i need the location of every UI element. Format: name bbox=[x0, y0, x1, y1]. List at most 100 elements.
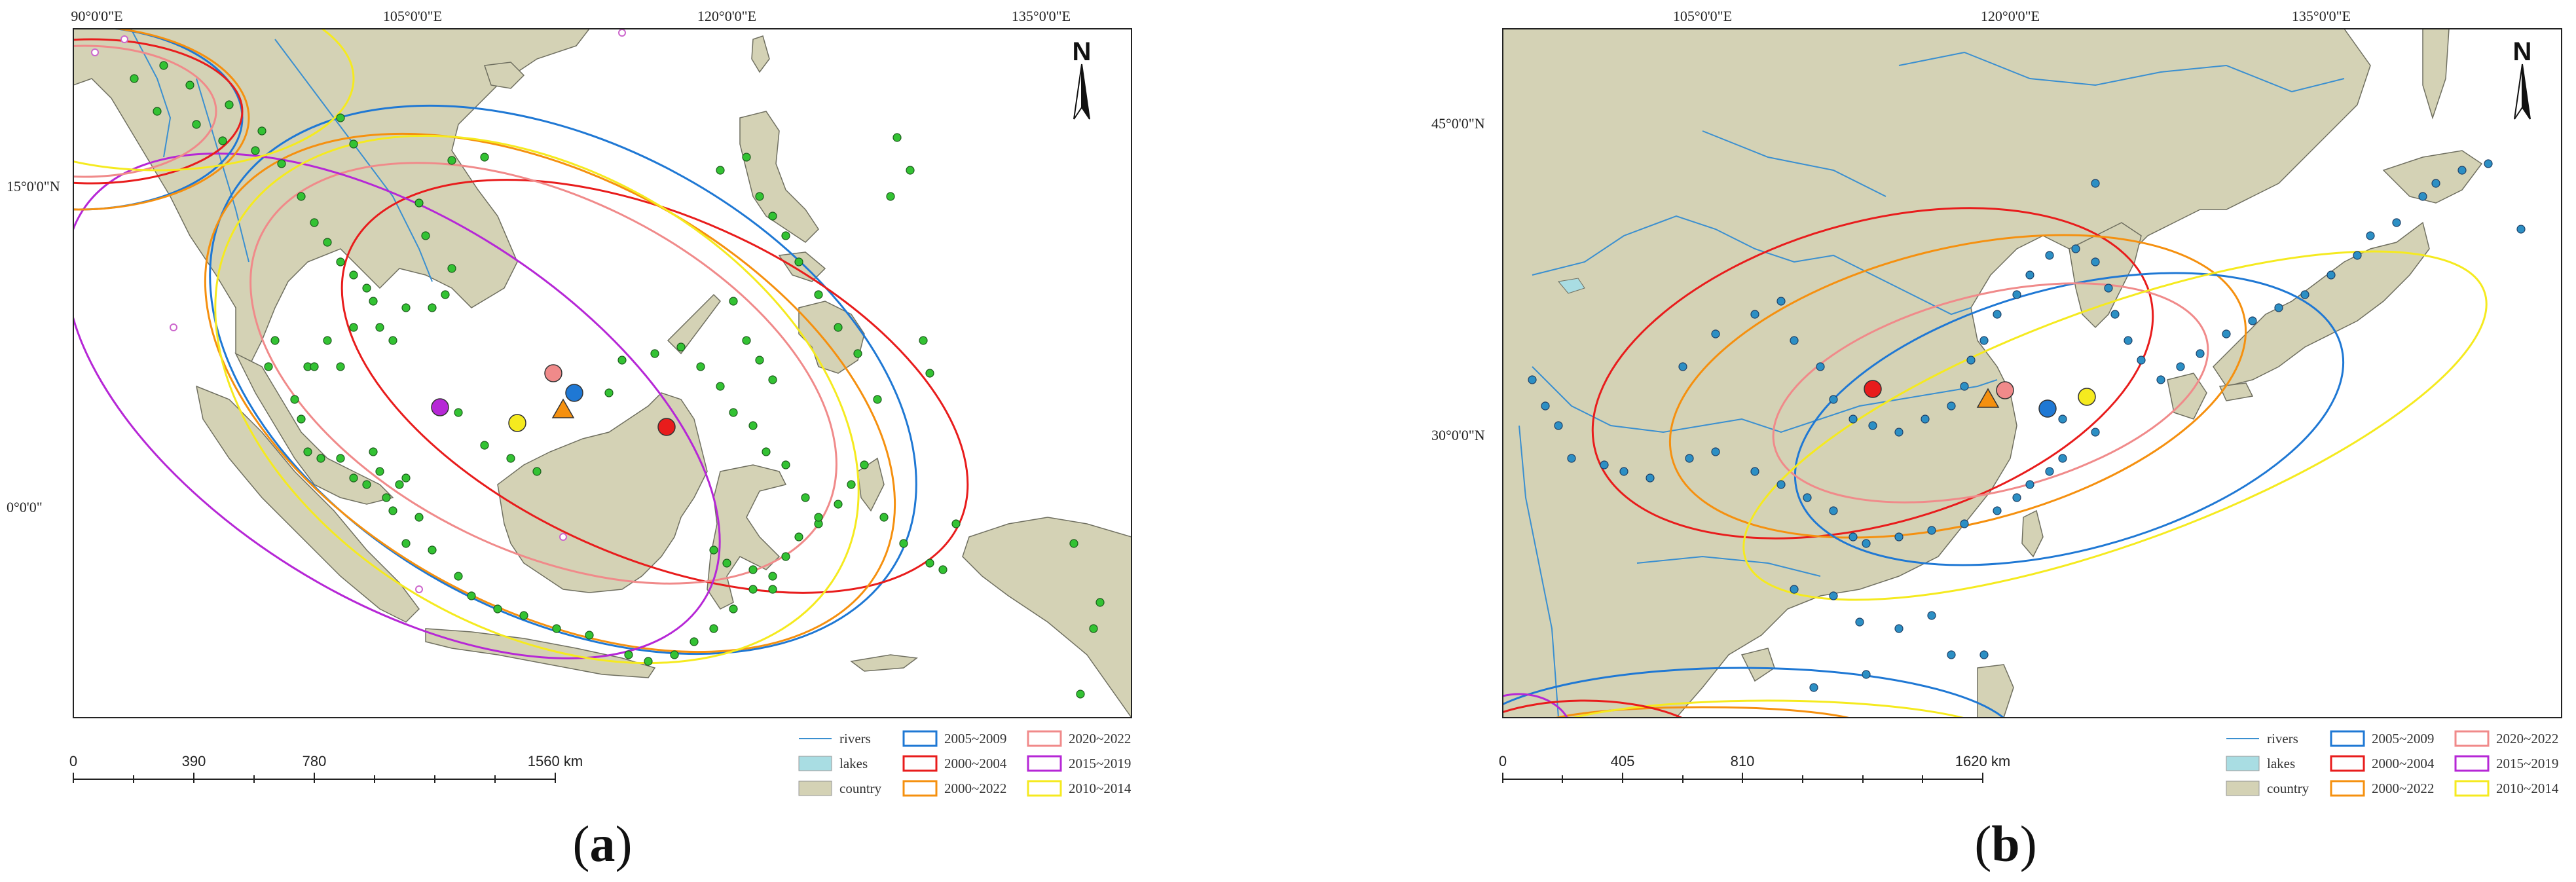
site-dot-a bbox=[768, 211, 777, 221]
site-dot-a bbox=[1095, 598, 1105, 607]
panel-label-b: (b) bbox=[1974, 815, 2036, 872]
land-korea bbox=[2069, 222, 2142, 329]
site-dot-a bbox=[264, 362, 273, 371]
site-dot-a bbox=[130, 74, 139, 83]
site-dot-a-other bbox=[559, 533, 567, 541]
site-dot-b bbox=[2058, 454, 2067, 463]
panel-a: N bbox=[73, 28, 1132, 718]
legend-swatch-3 bbox=[902, 730, 938, 747]
site-dot-a bbox=[421, 231, 430, 240]
site-dot-a bbox=[624, 650, 633, 659]
site-dot-b bbox=[1776, 480, 1786, 489]
site-dot-a bbox=[814, 290, 823, 299]
lake-qinghai bbox=[1558, 278, 1585, 294]
site-dot-b bbox=[1619, 467, 1628, 476]
site-dot-a bbox=[153, 107, 162, 116]
panel-a-tick-labels: 90°0'0"E 105°0'0"E 120°0'0"E 135°0'0"E 1… bbox=[7, 8, 1071, 515]
site-dot-a bbox=[742, 153, 751, 162]
site-dot-a bbox=[310, 218, 319, 227]
legend-label-2: country bbox=[2267, 781, 2309, 796]
land-borneo bbox=[497, 392, 708, 593]
site-dot-a bbox=[395, 480, 404, 489]
land-luzon bbox=[739, 111, 819, 243]
legend-swatch-2 bbox=[798, 781, 832, 796]
panel-b-lakes bbox=[1558, 278, 1585, 294]
centroid-b-2005-2009 bbox=[2038, 399, 2057, 418]
land-taiwan bbox=[751, 35, 770, 73]
land-hainan bbox=[483, 62, 525, 89]
site-dot-b bbox=[1993, 310, 2002, 319]
site-dot-a bbox=[794, 257, 803, 266]
panel-b-sites bbox=[1528, 159, 2526, 692]
legend-swatch-2 bbox=[2226, 781, 2260, 796]
scale-b-label-0: 0 bbox=[1499, 753, 1507, 769]
river-amur bbox=[1898, 51, 2345, 93]
site-dot-a bbox=[925, 369, 934, 378]
lat-tick-a-2: 0°0'0" bbox=[7, 499, 43, 515]
ellipse-west-pink bbox=[73, 45, 217, 178]
site-dot-b bbox=[2300, 290, 2309, 299]
scale-b-label-2: 810 bbox=[1731, 753, 1755, 769]
panel-label-b-open: ( bbox=[1974, 815, 1991, 872]
site-dot-b bbox=[2516, 225, 2526, 234]
legend-swatch-4 bbox=[902, 755, 938, 772]
site-dot-a bbox=[362, 480, 371, 489]
panel-label-a-open: ( bbox=[573, 815, 590, 872]
site-dot-b bbox=[1849, 532, 1858, 542]
site-dot-a bbox=[768, 572, 777, 581]
site-dot-a bbox=[369, 447, 378, 456]
site-dot-b bbox=[2366, 231, 2375, 240]
site-dot-b bbox=[2327, 270, 2336, 280]
lat-tick-a-1: 15°0'0"N bbox=[7, 178, 60, 194]
site-dot-a bbox=[670, 650, 679, 659]
site-dot-a bbox=[716, 382, 725, 391]
site-dot-a bbox=[336, 257, 345, 266]
site-dot-a bbox=[480, 153, 489, 162]
centroid-2015-2019 bbox=[431, 398, 449, 416]
panel-a-ellipses bbox=[73, 29, 969, 665]
site-dot-b bbox=[2457, 166, 2467, 175]
site-dot-b bbox=[1600, 460, 1609, 469]
site-dot-a bbox=[480, 441, 489, 450]
ellipse-b-south-red bbox=[1503, 699, 1684, 718]
site-dot-a bbox=[297, 192, 306, 201]
site-dot-a bbox=[401, 473, 411, 483]
site-dot-a bbox=[447, 264, 456, 273]
land-hokkaido bbox=[2382, 150, 2483, 204]
centroid-2000-2004 bbox=[657, 418, 676, 436]
site-dot-a bbox=[886, 192, 895, 201]
site-dot-b bbox=[1829, 591, 1838, 600]
north-arrow-a: N bbox=[1073, 37, 1091, 120]
site-dot-a bbox=[748, 585, 758, 594]
scale-bar-a: 0 390 780 1560 km bbox=[69, 753, 583, 783]
ellipse-west-yellow bbox=[73, 29, 355, 172]
scale-a-label-1: 390 bbox=[182, 753, 206, 769]
site-dot-a bbox=[742, 336, 751, 345]
legend-label-6: 2020~2022 bbox=[2496, 731, 2558, 746]
svg-text:(a): (a) bbox=[573, 815, 633, 872]
site-dot-a bbox=[729, 604, 738, 614]
site-dot-b bbox=[1993, 506, 2002, 515]
site-dot-a bbox=[218, 136, 227, 145]
lon-tick-b-2: 120°0'0"E bbox=[1981, 8, 2040, 24]
centroid-b-2020-2022 bbox=[1996, 381, 2014, 399]
legend-swatch-6 bbox=[2454, 730, 2490, 747]
site-dot-b bbox=[1979, 336, 1989, 345]
site-dot-b bbox=[1855, 617, 1864, 627]
site-dot-a bbox=[401, 303, 411, 312]
site-dot-b bbox=[1894, 624, 1904, 633]
legend-label-5: 2000~2022 bbox=[944, 781, 1006, 796]
legend-label-0: rivers bbox=[839, 731, 871, 746]
centroid-b-2000-2022 bbox=[1976, 388, 2000, 408]
site-dot-a bbox=[1076, 689, 1085, 699]
svg-text:(b): (b) bbox=[1974, 815, 2036, 872]
site-dot-b bbox=[1750, 467, 1759, 476]
site-dot-b bbox=[1829, 506, 1838, 515]
site-dot-b bbox=[2012, 493, 2021, 502]
site-dot-b bbox=[2091, 257, 2100, 266]
site-dot-b bbox=[1862, 670, 1871, 679]
panel-b-centroids bbox=[1864, 380, 2096, 418]
ellipse-2015-2019 bbox=[73, 153, 721, 659]
site-dot-a bbox=[892, 133, 902, 142]
